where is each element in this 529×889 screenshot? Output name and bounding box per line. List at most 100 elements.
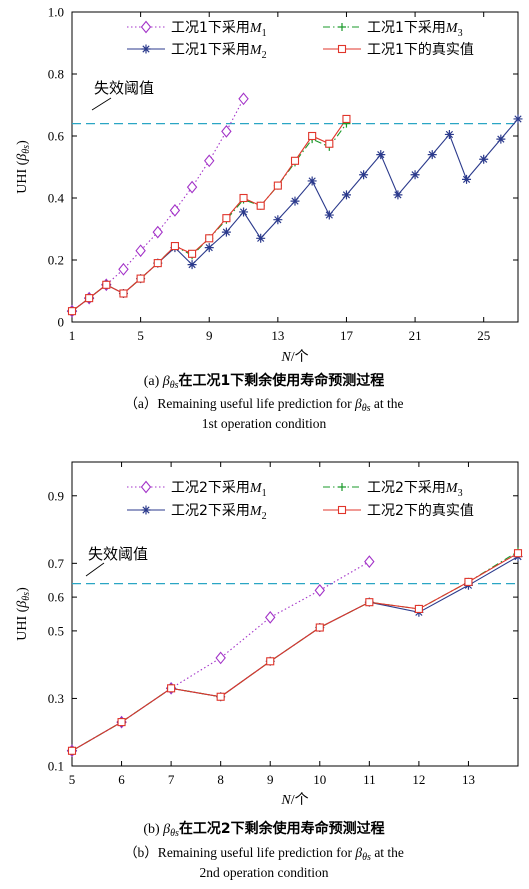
b-xtick-label: 10 — [313, 772, 326, 787]
a-series-1-point-shape — [307, 176, 317, 186]
a-series-3-point — [256, 201, 265, 210]
chart-b-threshold-pointer — [85, 562, 105, 577]
a-series-1-point — [393, 190, 403, 200]
a-series-0-point — [118, 262, 129, 276]
b-ytick-label: 0.9 — [48, 488, 64, 503]
b-xtick-label: 8 — [217, 772, 224, 787]
a-series-3-point — [222, 214, 231, 223]
a-series-0-point — [135, 244, 146, 258]
a-series-0-point-shape — [186, 180, 198, 194]
b-series-3-point-shape — [464, 577, 473, 586]
a-series-1-point — [324, 210, 334, 220]
a-legend-1-label-sub: 2 — [262, 50, 267, 61]
a-legend-1-label-model: M — [249, 43, 263, 58]
a-series-3-point — [67, 307, 77, 316]
a-xtick-label: 13 — [271, 328, 284, 343]
a-series-3-point-shape — [342, 114, 351, 123]
b-legend-2-label-sub: 3 — [458, 488, 463, 499]
a-series-1-point-shape — [496, 134, 506, 144]
b-ytick-label: 0.6 — [48, 590, 65, 605]
chart-a-xlabel: N/个 — [280, 349, 308, 365]
b-series-3-point — [315, 623, 324, 632]
a-series-3-point-shape — [153, 259, 162, 268]
a-xtick-label: 17 — [340, 328, 354, 343]
b-series-3-point — [117, 718, 126, 727]
a-legend-1-label: 工况1下采用M2 — [171, 42, 267, 61]
a-series-1-point — [204, 243, 214, 253]
b-series-3-point-shape — [315, 623, 324, 632]
a-series-1-point-shape — [239, 207, 249, 217]
a-legend-1-marker — [141, 44, 151, 54]
a-series-1-point-shape — [290, 196, 300, 206]
b-legend-0-label-base: 工况2下采用 — [171, 480, 250, 496]
a-legend-2-label-base: 工况1下采用 — [367, 20, 446, 36]
a-legend-0-marker — [140, 20, 152, 34]
a-series-3-point-shape — [67, 307, 77, 316]
a-series-0-point-shape — [135, 244, 146, 258]
chart-a-ylabel: UHI (βθs) — [15, 140, 32, 194]
b-series-0-point — [314, 583, 325, 597]
a-series-3-point-shape — [325, 139, 334, 148]
a-legend-1-label-base: 工况1下采用 — [171, 42, 250, 58]
a-series-3-point-shape — [85, 294, 94, 303]
a-series-0-point-shape — [221, 124, 232, 138]
b-series-3-point-shape — [365, 598, 374, 607]
a-series-3-point — [325, 139, 334, 148]
a-series-1-point — [462, 174, 472, 184]
a-legend-0-marker-shape — [140, 20, 152, 34]
a-series-1-point — [187, 260, 197, 270]
b-series-0-point-shape — [364, 555, 375, 569]
a-series-3-point-shape — [256, 201, 265, 210]
a-series-3-point — [119, 289, 128, 298]
a-series-1-point — [221, 227, 231, 237]
b-ytick-label: 0.1 — [48, 759, 64, 774]
a-series-3-point-shape — [273, 181, 282, 190]
chart-a-caption-en-line2: 1st operation condition — [202, 416, 327, 431]
a-legend-3-marker — [337, 44, 347, 54]
b-legend-2-label: 工况2下采用M3 — [367, 480, 463, 499]
b-legend-3-label: 工况2下的真实值 — [367, 503, 474, 519]
b-legend-2-marker-shape — [338, 483, 346, 491]
a-series-0-point — [204, 154, 215, 168]
a-series-1-point — [410, 170, 420, 180]
b-legend-0-marker — [140, 480, 152, 494]
a-series-3-point-shape — [136, 274, 145, 283]
b-legend-1-marker — [141, 505, 151, 515]
b-series-0-point — [364, 555, 375, 569]
b-ytick-label: 0.3 — [48, 691, 64, 706]
a-series-1-point — [513, 114, 523, 124]
a-series-1-point-shape — [204, 243, 214, 253]
b-ytick-label: 0.5 — [48, 623, 64, 638]
a-series-3-point — [102, 280, 111, 289]
a-series-1-point-shape — [479, 154, 489, 164]
a-series-0-point-shape — [118, 262, 129, 276]
a-series-0-point-shape — [238, 92, 249, 106]
b-series-3-line — [71, 552, 519, 752]
chart-b-plot-frame — [71, 461, 519, 767]
a-xtick-label: 25 — [477, 328, 490, 343]
chart-a-threshold-label: 失效阈值 — [94, 79, 154, 97]
b-series-0-point-shape — [265, 611, 276, 624]
b-xtick-label: 6 — [118, 772, 125, 787]
a-legend-3-label: 工况1下的真实值 — [367, 42, 474, 58]
b-legend-3-label-base: 工况2下的真实值 — [367, 503, 474, 519]
b-legend-3-marker-shape — [337, 505, 347, 515]
chart-b-ticks: 5 6 7 8 9 10 11 12 130.10.30.50.60.70.9 — [48, 462, 518, 787]
a-series-0-point — [169, 204, 181, 217]
b-series-0-point — [265, 611, 276, 624]
b-xtick-label: 11 — [363, 772, 376, 787]
a-series-3-point — [153, 259, 162, 268]
b-legend-1-label-sub: 2 — [262, 511, 267, 522]
chart-a-plot-frame — [71, 11, 519, 323]
chart-a-series — [66, 92, 523, 318]
a-series-0-point — [186, 180, 198, 194]
a-series-1-point-shape — [513, 114, 523, 124]
a-series-1-point-shape — [324, 210, 334, 220]
a-series-3-point-shape — [170, 242, 179, 251]
a-series-2-line — [71, 123, 347, 312]
a-legend-0-label-model: M — [249, 21, 263, 36]
a-series-1-point — [359, 170, 369, 180]
